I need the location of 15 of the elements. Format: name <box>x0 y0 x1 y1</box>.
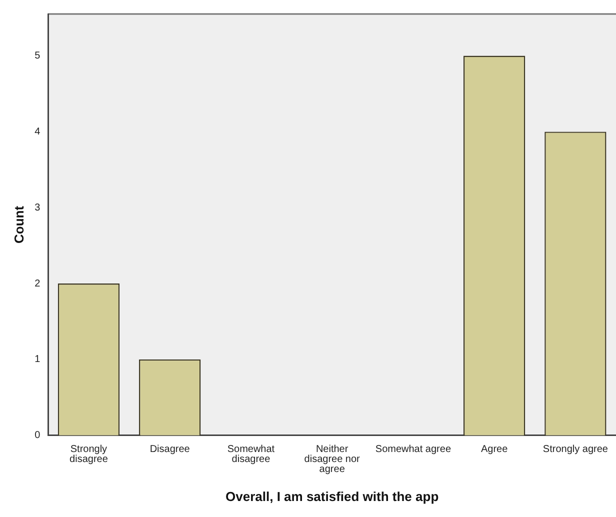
x-tick-label: Agree <box>480 444 508 456</box>
x-tick-label: Strongly disagree <box>70 444 108 466</box>
x-tick-label: Strongly agree <box>542 444 608 456</box>
y-axis-title: Count <box>11 205 26 244</box>
x-tick-label: Disagree <box>150 444 190 456</box>
y-tick-label: 1 <box>34 354 41 366</box>
y-tick-label: 5 <box>34 50 41 62</box>
x-tick-label: Somewhat disagree <box>227 444 275 466</box>
x-tick-label: Neither disagree nor agree <box>304 444 361 476</box>
x-axis-title: Overall, I am satisfied with the app <box>226 488 439 504</box>
y-tick-label: 2 <box>34 278 41 290</box>
x-tick-label: Somewhat agree <box>375 444 452 456</box>
y-tick-label: 0 <box>34 430 41 442</box>
y-tick-label: 4 <box>34 126 41 138</box>
y-tick-label: 3 <box>34 202 41 214</box>
